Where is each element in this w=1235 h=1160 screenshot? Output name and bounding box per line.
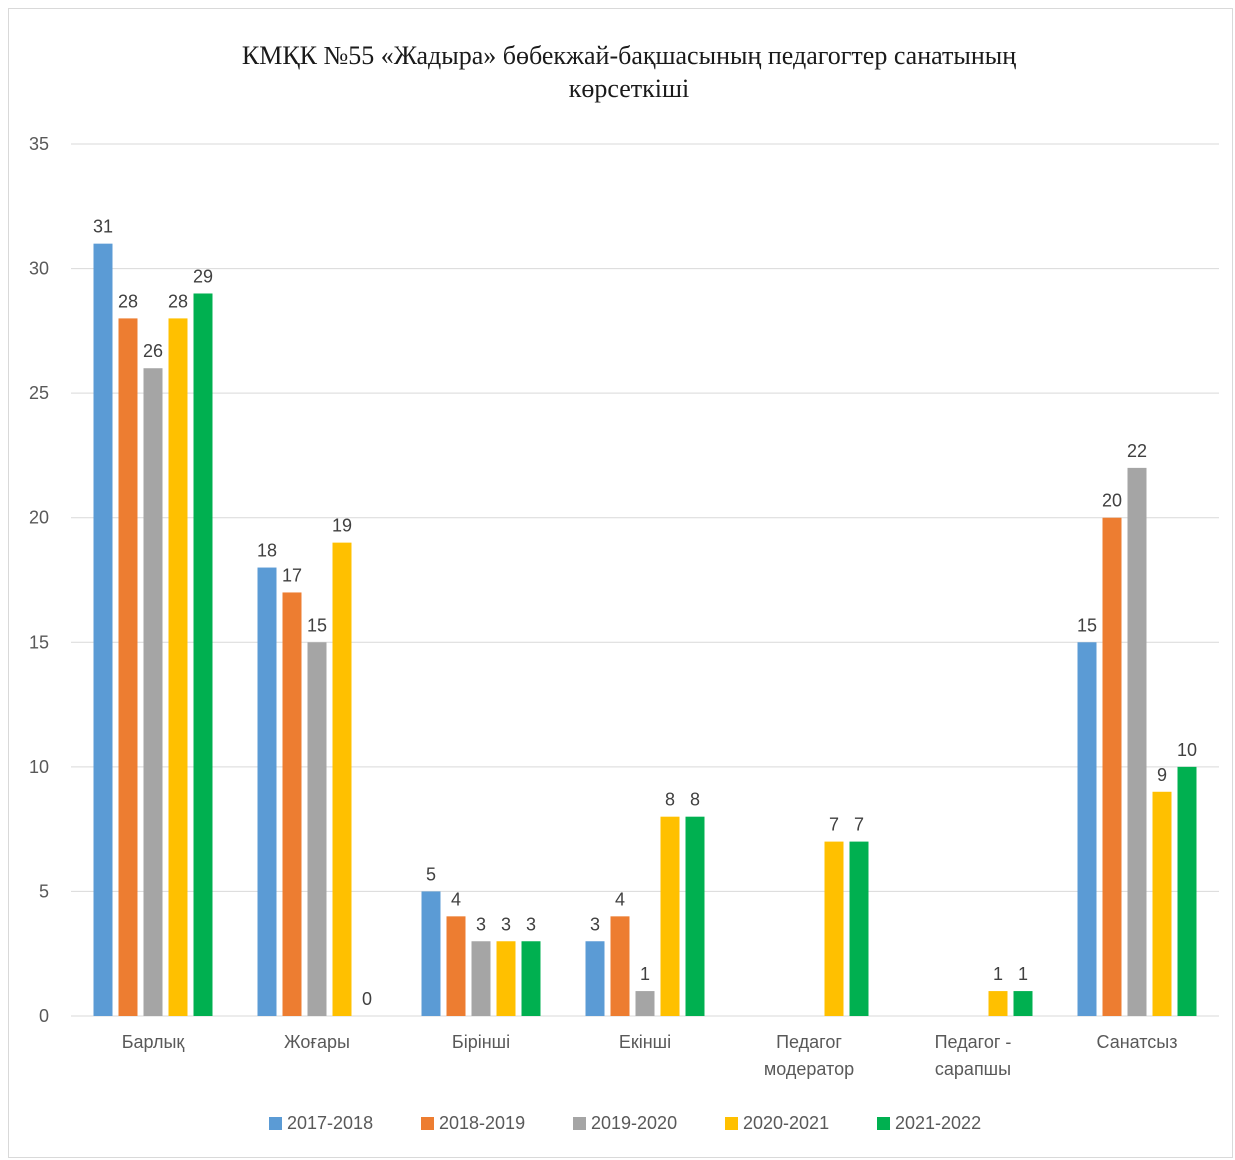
data-label: 28 (118, 291, 138, 311)
legend-label: 2019-2020 (591, 1113, 677, 1133)
legend-label: 2017-2018 (287, 1113, 373, 1133)
bar (421, 891, 441, 1016)
bar (635, 991, 655, 1016)
category-labels: Барлық Жоғары Бірінші Екінші Педагог модерато… (122, 1032, 1178, 1079)
data-label: 15 (307, 615, 327, 635)
data-label: 3 (590, 914, 600, 934)
legend-label: 2018-2019 (439, 1113, 525, 1133)
bar (824, 841, 844, 1016)
data-label: 7 (854, 815, 864, 835)
y-axis-ticks: 0 5 10 15 20 25 30 35 (29, 134, 49, 1026)
chart-frame: КМҚК №55 «Жадыра» бөбекжай-бақшасының пе… (8, 8, 1233, 1158)
bar (1013, 991, 1033, 1016)
chart-title: КМҚК №55 «Жадыра» бөбекжай-бақшасының пе… (242, 41, 1016, 103)
category-label: Педагог - (935, 1032, 1012, 1052)
legend: 2017-2018 2018-2019 2019-2020 2020-2021 2021… (269, 1113, 981, 1133)
bar (282, 592, 302, 1016)
legend-label: 2021-2022 (895, 1113, 981, 1133)
legend-swatch (421, 1117, 434, 1130)
y-tick-label: 25 (29, 383, 49, 403)
data-label: 28 (168, 291, 188, 311)
data-label: 5 (426, 864, 436, 884)
legend-swatch (269, 1117, 282, 1130)
bar (1127, 467, 1147, 1016)
data-label: 8 (690, 790, 700, 810)
category-label: Екінші (619, 1032, 671, 1052)
legend-swatch (877, 1117, 890, 1130)
bar (143, 368, 163, 1016)
y-tick-label: 5 (39, 881, 49, 901)
data-label: 17 (282, 565, 302, 585)
data-label: 3 (476, 914, 486, 934)
y-tick-label: 20 (29, 508, 49, 528)
data-label: 26 (143, 341, 163, 361)
category-label: Жоғары (284, 1032, 350, 1052)
bar (1077, 642, 1097, 1016)
bar (257, 567, 277, 1016)
data-label: 3 (526, 914, 536, 934)
bar (585, 941, 605, 1016)
category-label: Педагог (776, 1032, 842, 1052)
data-label: 1 (640, 964, 650, 984)
data-label: 8 (665, 790, 675, 810)
data-label: 20 (1102, 491, 1122, 511)
bar (193, 293, 213, 1016)
data-label: 1 (993, 964, 1003, 984)
data-label: 4 (451, 889, 461, 909)
bar (1152, 791, 1172, 1016)
bar (471, 941, 491, 1016)
bar (168, 318, 188, 1016)
data-label: 1 (1018, 964, 1028, 984)
data-label: 4 (615, 889, 625, 909)
bar (496, 941, 516, 1016)
y-tick-label: 15 (29, 632, 49, 652)
chart-title-line: көрсеткіші (569, 74, 690, 103)
data-label: 31 (93, 217, 113, 237)
bar-chart: КМҚК №55 «Жадыра» бөбекжай-бақшасының пе… (29, 41, 1219, 1133)
y-tick-label: 30 (29, 259, 49, 279)
bar (988, 991, 1008, 1016)
bar (660, 816, 680, 1016)
category-label: Барлық (122, 1032, 185, 1052)
data-label: 29 (193, 266, 213, 286)
bar (610, 916, 630, 1016)
data-label: 15 (1077, 615, 1097, 635)
bar (93, 243, 113, 1016)
bars (93, 243, 1197, 1016)
legend-swatch (573, 1117, 586, 1130)
category-label: Бірінші (452, 1032, 510, 1052)
bar (446, 916, 466, 1016)
y-tick-label: 35 (29, 134, 49, 154)
bar (332, 542, 352, 1016)
bar (685, 816, 705, 1016)
bar (307, 642, 327, 1016)
legend-label: 2020-2021 (743, 1113, 829, 1133)
bar (849, 841, 869, 1016)
gridlines (71, 143, 1219, 1017)
chart-title-line: КМҚК №55 «Жадыра» бөбекжай-бақшасының пе… (242, 41, 1016, 70)
legend-swatch (725, 1117, 738, 1130)
data-label: 10 (1177, 740, 1197, 760)
category-label: сарапшы (935, 1059, 1011, 1079)
data-label: 22 (1127, 441, 1147, 461)
data-label: 0 (362, 989, 372, 1009)
data-label: 3 (501, 914, 511, 934)
category-label: модератор (764, 1059, 854, 1079)
data-label: 7 (829, 815, 839, 835)
category-label: Санатсыз (1097, 1032, 1178, 1052)
data-label: 18 (257, 541, 277, 561)
data-label: 19 (332, 516, 352, 536)
bar (521, 941, 541, 1016)
data-label: 9 (1157, 765, 1167, 785)
bar (118, 318, 138, 1016)
bar (1177, 766, 1197, 1016)
y-tick-label: 10 (29, 757, 49, 777)
bar (1102, 517, 1122, 1016)
y-tick-label: 0 (39, 1006, 49, 1026)
